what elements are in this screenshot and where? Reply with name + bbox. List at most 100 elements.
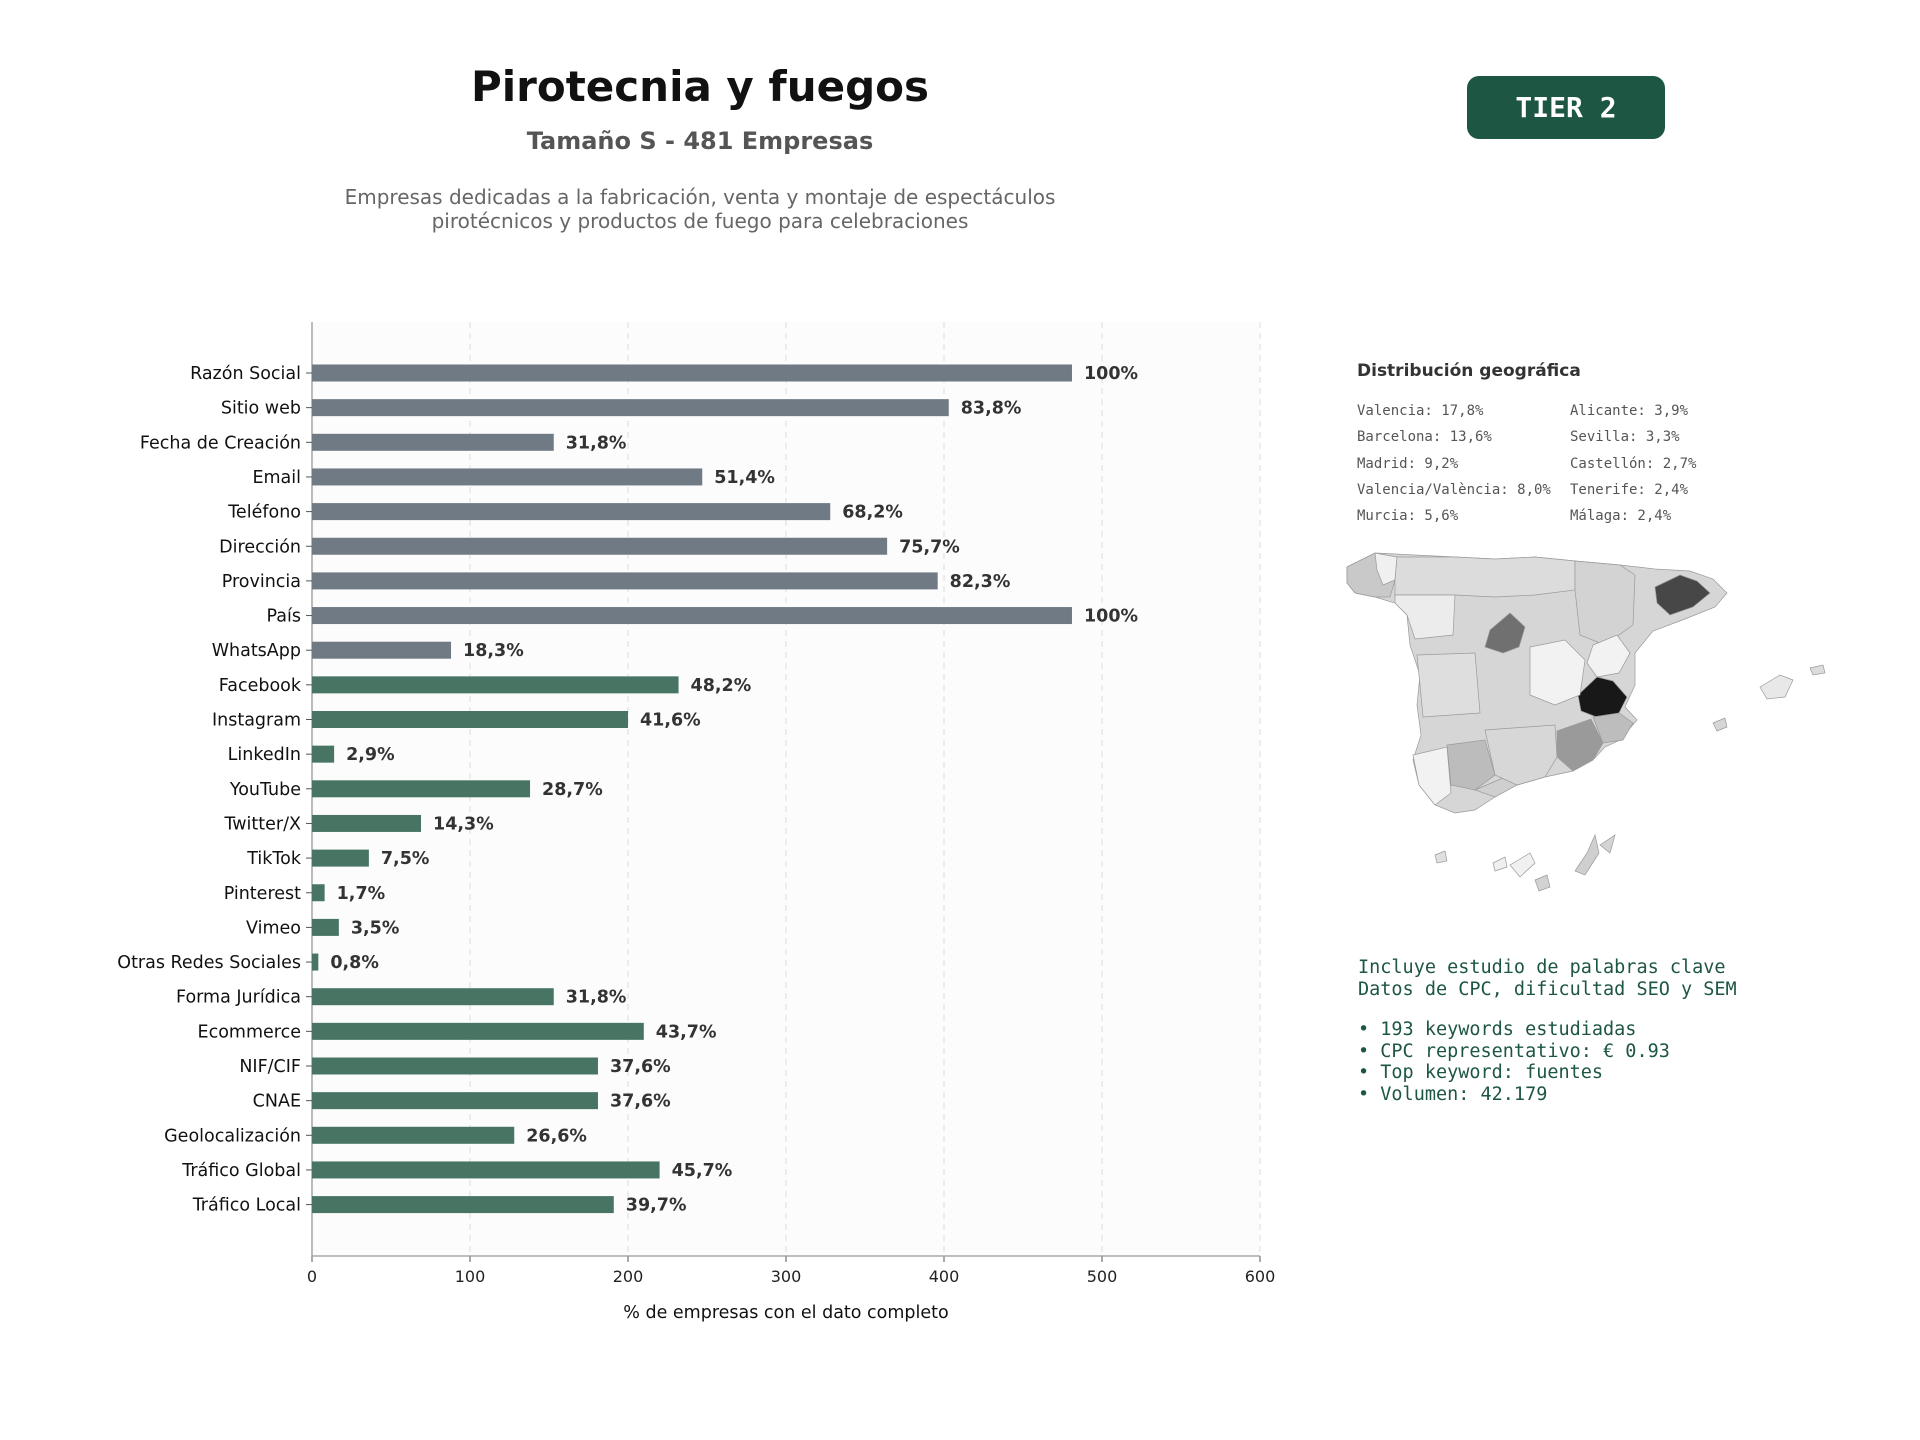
geo-list-right: Alicante: 3,9% Sevilla: 3,3% Castellón: … (1570, 398, 1696, 529)
bar (312, 918, 339, 936)
category-label: Provincia (222, 572, 301, 592)
data-label: 45,7% (672, 1161, 733, 1181)
geo-item: Madrid: 9,2% (1357, 455, 1459, 472)
category-label: WhatsApp (212, 641, 301, 661)
spain-map (1346, 552, 1826, 892)
geo-title: Distribución geográfica (1357, 361, 1581, 381)
geo-item: Castellón: 2,7% (1570, 455, 1697, 472)
page-title: Pirotecnia y fuegos (470, 62, 930, 111)
geo-item: Alicante: 3,9% (1570, 403, 1689, 419)
category-label: Geolocalización (164, 1126, 301, 1146)
category-label: Vimeo (246, 918, 301, 938)
category-label: Teléfono (227, 503, 301, 523)
map-region-madrid (1484, 612, 1526, 654)
bar (312, 1196, 614, 1214)
map-region-ibiza (1712, 717, 1728, 732)
bar (312, 953, 319, 971)
keywords-bullet: • CPC representativo: € 0.93 (1358, 1040, 1670, 1062)
map-region-lugo (1374, 552, 1398, 586)
keywords-panel: Incluye estudio de palabras clave Datos … (1358, 957, 1737, 1105)
bar (312, 849, 369, 867)
map-region-valencia (1577, 676, 1628, 719)
keywords-bullet: • Volumen: 42.179 (1358, 1083, 1548, 1105)
data-label: 41,6% (640, 711, 701, 731)
map-region-gran-canaria (1534, 874, 1551, 892)
data-label: 51,4% (714, 468, 775, 488)
description-line: Empresas dedicadas a la fabricación, ven… (344, 185, 1056, 209)
map-region-barcelona (1654, 574, 1711, 616)
bar (312, 1092, 598, 1110)
category-label: Twitter/X (223, 814, 301, 834)
map-region-mallorca (1759, 674, 1794, 700)
keywords-intro-line: Incluye estudio de palabras clave (1358, 957, 1726, 978)
x-tick-label: 100 (455, 1267, 486, 1286)
category-label: Fecha de Creación (140, 433, 301, 453)
bar (312, 814, 422, 832)
bar (312, 641, 452, 659)
keywords-bullet: • 193 keywords estudiadas (1358, 1019, 1637, 1040)
category-label: LinkedIn (228, 745, 301, 765)
data-label: 26,6% (526, 1126, 587, 1146)
data-label: 31,8% (566, 988, 627, 1008)
data-label: 37,6% (610, 1057, 671, 1077)
bar (312, 676, 679, 694)
x-axis-title: % de empresas con el dato completo (623, 1303, 948, 1323)
map-region-extremadura (1416, 652, 1481, 718)
bar (312, 572, 938, 590)
bar (312, 399, 949, 417)
geo-list-left: Valencia: 17,8% Barcelona: 13,6% Madrid:… (1357, 398, 1551, 529)
map-region-sevilla (1446, 739, 1496, 791)
category-label: YouTube (229, 780, 301, 800)
data-label: 43,7% (656, 1022, 717, 1042)
description-line: pirotécnicos y productos de fuego para c… (431, 209, 969, 233)
tier-badge: TIER 2 (1467, 76, 1665, 139)
bar (312, 433, 554, 451)
x-tick-label: 500 (1087, 1267, 1118, 1286)
data-label: 100% (1084, 607, 1138, 627)
data-label: 18,3% (463, 641, 524, 661)
category-label: Tráfico Local (192, 1196, 301, 1216)
category-label: Otras Redes Sociales (117, 953, 301, 973)
data-label: 0,8% (330, 953, 379, 973)
x-tick-label: 0 (307, 1267, 317, 1286)
category-label: Instagram (212, 711, 301, 731)
map-region-canarias-1 (1434, 850, 1448, 864)
data-label: 75,7% (899, 537, 960, 557)
bar (312, 1057, 598, 1075)
bar (312, 1126, 515, 1144)
data-label: 14,3% (433, 814, 494, 834)
bar (312, 1022, 644, 1040)
category-label: Tráfico Global (181, 1161, 301, 1181)
geo-item: Sevilla: 3,3% (1570, 429, 1680, 446)
category-label: Pinterest (224, 884, 301, 904)
category-label: CNAE (253, 1092, 301, 1112)
category-label: NIF/CIF (239, 1057, 301, 1077)
map-region-huelva (1412, 746, 1452, 806)
x-tick-label: 600 (1245, 1267, 1276, 1286)
map-region-canarias-2 (1492, 856, 1508, 872)
geo-item: Valencia/València: 8,0% (1357, 481, 1551, 498)
geo-item: Valencia: 17,8% (1357, 403, 1484, 419)
category-label: Email (252, 468, 301, 488)
bar (312, 537, 888, 555)
keywords-intro-line: Datos de CPC, dificultad SEO y SEM (1358, 978, 1737, 1000)
geo-item: Málaga: 2,4% (1570, 508, 1672, 525)
bar (312, 711, 628, 728)
bar (312, 607, 1072, 625)
map-region-fuerteventura (1599, 834, 1616, 854)
x-tick-label: 300 (771, 1267, 802, 1286)
category-label: TikTok (246, 849, 302, 869)
category-label: Sitio web (221, 399, 301, 419)
data-label: 82,3% (950, 572, 1011, 592)
map-region-andalucia-east (1484, 724, 1558, 786)
x-tick-label: 400 (929, 1267, 960, 1286)
category-label: Ecommerce (198, 1022, 301, 1042)
data-label: 31,8% (566, 433, 627, 453)
page-subtitle: Tamaño S - 481 Empresas (526, 127, 874, 155)
map-region-north (1394, 556, 1576, 598)
bar (312, 364, 1072, 382)
keywords-bullet: • Top keyword: fuentes (1358, 1062, 1604, 1083)
bar (312, 780, 531, 798)
data-label: 68,2% (842, 503, 903, 523)
data-label: 7,5% (381, 849, 430, 869)
